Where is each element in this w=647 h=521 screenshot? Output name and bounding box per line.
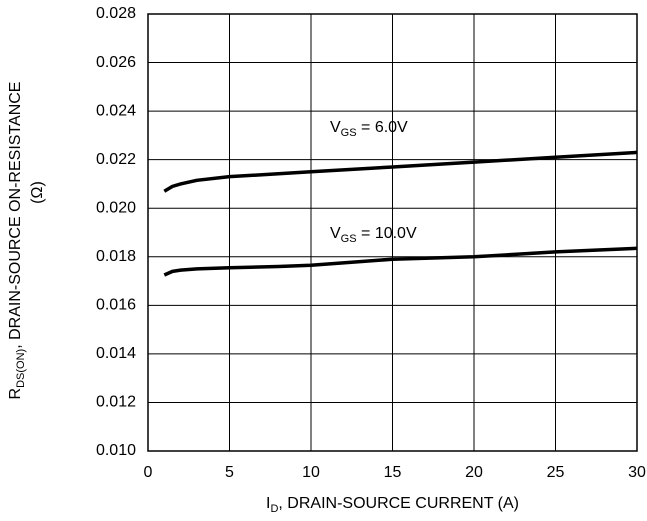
y-axis-label-rest: , DRAIN-SOURCE ON-RESISTANCE <box>7 82 24 349</box>
x-axis-label-main: I <box>266 495 270 512</box>
series-label: VGS = 6.0V <box>330 119 408 139</box>
x-axis-label-sub: D <box>270 503 278 515</box>
y-tick-label: 0.012 <box>96 394 136 411</box>
x-tick-label: 25 <box>547 464 565 481</box>
x-tick-label: 30 <box>628 464 646 481</box>
y-tick-label: 0.018 <box>96 248 136 265</box>
y-tick-label: 0.028 <box>96 5 136 22</box>
x-tick-label: 5 <box>225 464 234 481</box>
series-label-sub: GS <box>341 233 357 245</box>
series-label-main: V <box>330 119 341 136</box>
y-tick-label: 0.014 <box>96 345 136 362</box>
y-tick-label: 0.020 <box>96 199 136 216</box>
x-tick-label: 0 <box>144 464 153 481</box>
x-tick-label: 10 <box>302 464 320 481</box>
y-axis-label-main: R <box>7 388 24 400</box>
series-label-main: V <box>330 225 341 242</box>
x-tick-label: 20 <box>465 464 483 481</box>
series-line <box>163 150 638 193</box>
y-tick-label: 0.022 <box>96 151 136 168</box>
y-tick-label: 0.010 <box>96 442 136 459</box>
y-axis-label-sub: DS(ON) <box>15 349 27 388</box>
y-tick-label: 0.026 <box>96 54 136 71</box>
y-axis-label: RDS(ON), DRAIN-SOURCE ON-RESISTANCE <box>7 82 27 400</box>
series-label-sub: GS <box>341 127 357 139</box>
x-axis-label: ID, DRAIN-SOURCE CURRENT (A) <box>266 495 519 515</box>
series-label-rest: = 10.0V <box>357 225 417 242</box>
series-label: VGS = 10.0V <box>330 225 417 245</box>
x-tick-label: 15 <box>384 464 402 481</box>
series-line <box>163 246 638 277</box>
series-label-rest: = 6.0V <box>357 119 408 136</box>
x-axis-label-rest: , DRAIN-SOURCE CURRENT (A) <box>278 495 519 512</box>
y-axis-label-line2: (Ω) <box>29 181 46 204</box>
y-tick-label: 0.016 <box>96 297 136 314</box>
y-tick-label: 0.024 <box>96 102 136 119</box>
plot-frame <box>147 13 638 452</box>
